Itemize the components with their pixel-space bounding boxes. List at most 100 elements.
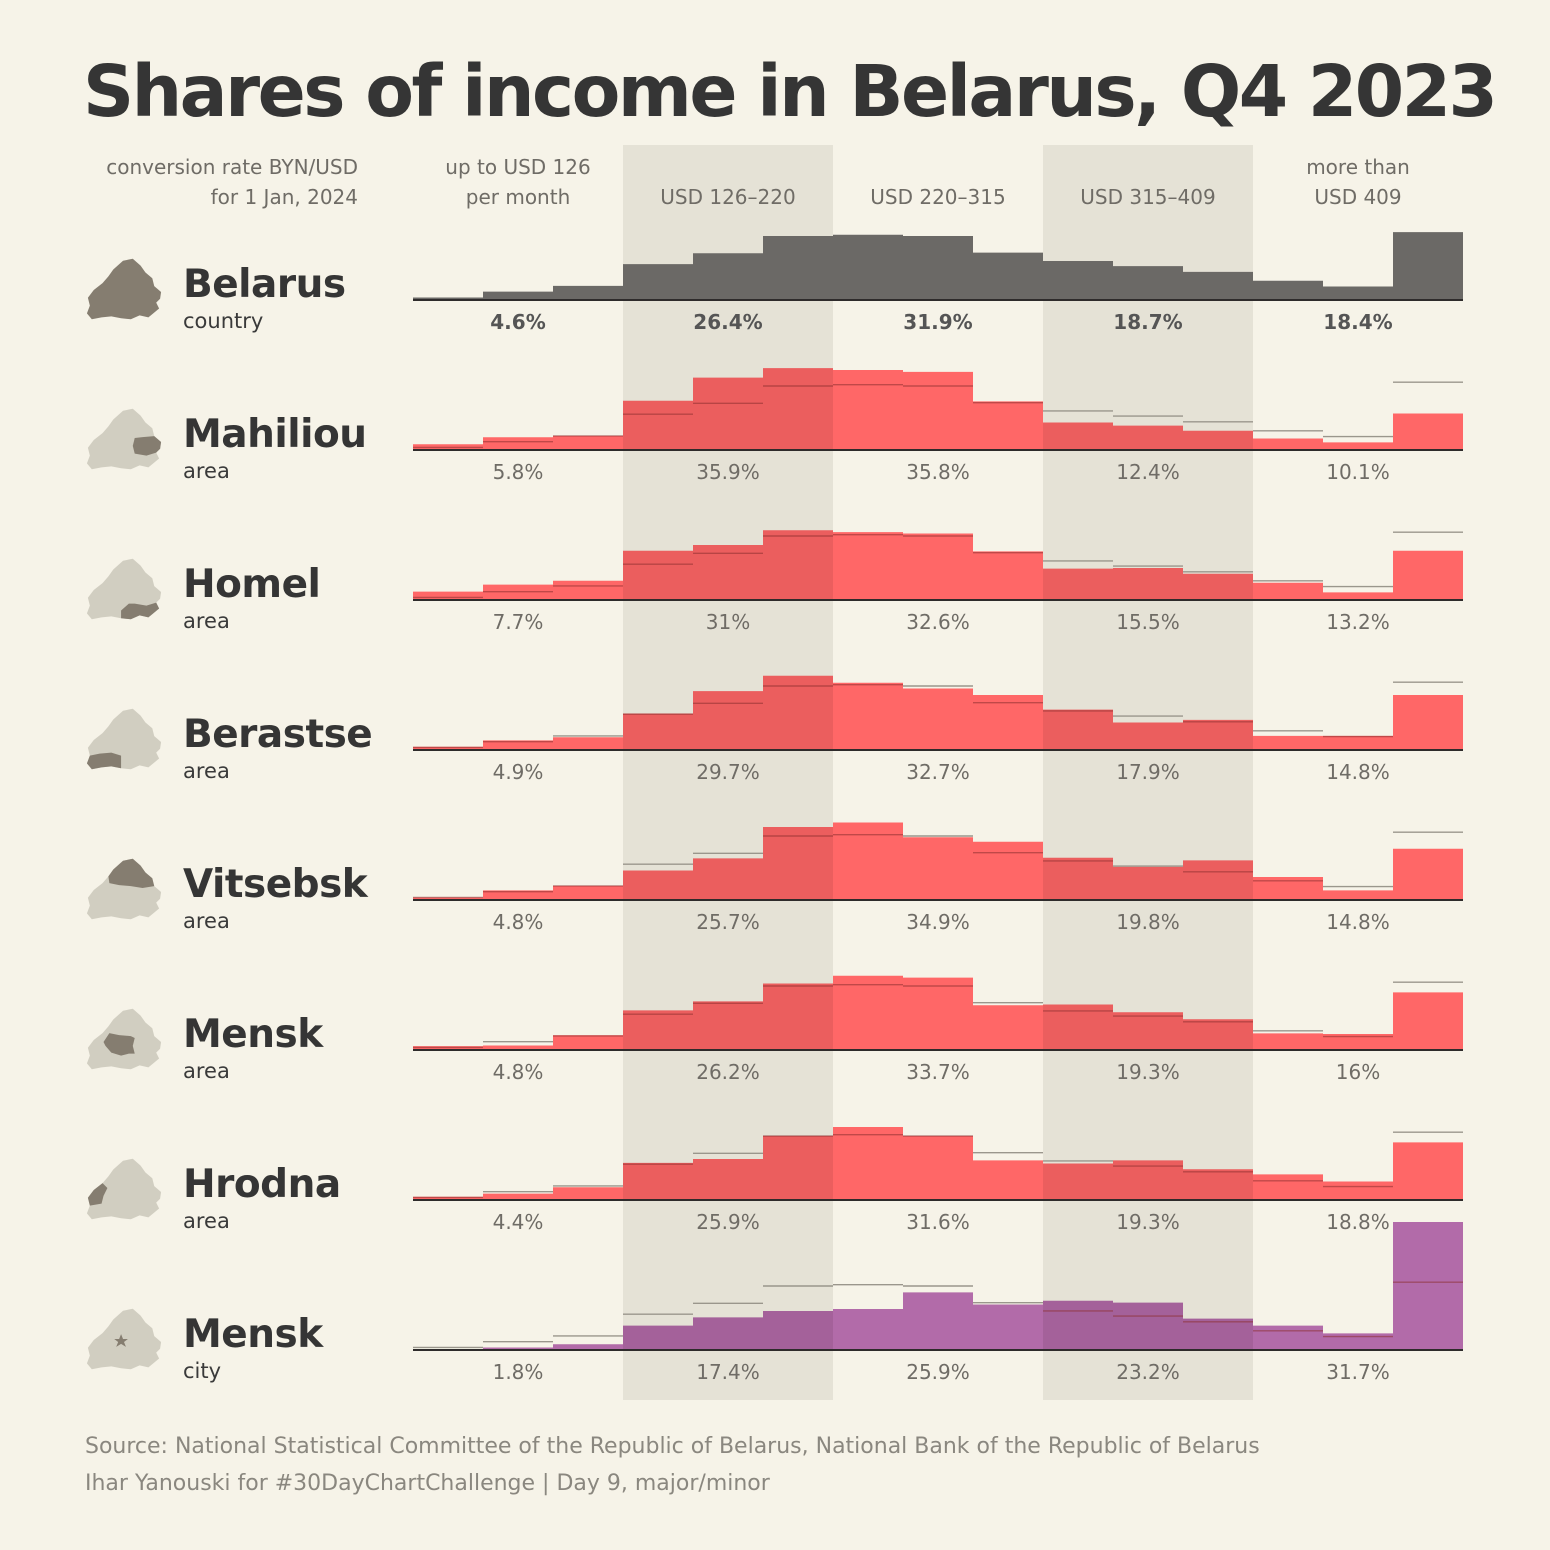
chart-row xyxy=(413,822,1463,901)
source-note: Source: National Statistical Committee o… xyxy=(85,1434,1260,1459)
band-share-label: 10.1% xyxy=(1326,460,1390,484)
row-type: area xyxy=(183,1209,230,1233)
band-share-label: 25.9% xyxy=(906,1360,970,1384)
band-share-label: 14.8% xyxy=(1326,910,1390,934)
band-share-label: 19.3% xyxy=(1116,1060,1180,1084)
region-highlight xyxy=(108,858,155,889)
region-highlight xyxy=(132,436,162,456)
band-share-label: 25.7% xyxy=(696,910,760,934)
chart-row xyxy=(413,675,1463,751)
band-share-label: 32.6% xyxy=(906,610,970,634)
belarus-map-icon xyxy=(86,1308,162,1370)
band-share-label: 15.5% xyxy=(1116,610,1180,634)
band-overlay xyxy=(623,983,833,1050)
series-area xyxy=(413,530,1463,600)
band-overlay xyxy=(623,1310,833,1350)
row-type: area xyxy=(183,909,230,933)
country-outline xyxy=(86,1158,162,1220)
row-type: area xyxy=(183,609,230,633)
band-overlay xyxy=(623,530,833,600)
band-overlay xyxy=(1043,568,1253,600)
band-share-label: 25.9% xyxy=(696,1210,760,1234)
band-share-label: 4.8% xyxy=(492,1060,544,1084)
series-area xyxy=(413,822,1463,900)
band-overlay xyxy=(623,827,833,900)
belarus-map-icon xyxy=(86,258,162,320)
band-share-label: 18.8% xyxy=(1326,1210,1390,1234)
band-share-label: 4.6% xyxy=(490,310,546,334)
band-share-label: 18.7% xyxy=(1113,310,1183,334)
row-name: Mahiliou xyxy=(183,412,367,457)
band-overlay xyxy=(1043,857,1253,900)
country-outline xyxy=(86,258,162,320)
band-share-label: 14.8% xyxy=(1326,760,1390,784)
row-name: Homel xyxy=(183,562,321,607)
belarus-map-icon xyxy=(86,1008,162,1070)
band-share-label: 29.7% xyxy=(696,760,760,784)
band-share-label: 26.2% xyxy=(696,1060,760,1084)
region-highlight xyxy=(86,752,122,770)
region-highlight xyxy=(103,1033,135,1056)
band-overlay xyxy=(623,1136,833,1200)
belarus-map-icon xyxy=(86,558,162,620)
chart-row xyxy=(413,368,1463,451)
chart-row xyxy=(413,975,1463,1051)
series-area xyxy=(413,975,1463,1050)
chart-row xyxy=(413,232,1463,301)
chart-row xyxy=(413,530,1463,601)
band-share-label: 4.8% xyxy=(492,910,544,934)
row-type: area xyxy=(183,759,230,783)
band-share-label: 31.7% xyxy=(1326,1360,1390,1384)
row-name: Mensk xyxy=(183,1312,323,1357)
band-share-label: 23.2% xyxy=(1116,1360,1180,1384)
row-type: area xyxy=(183,459,230,483)
belarus-map-icon xyxy=(86,408,162,470)
belarus-map-icon xyxy=(86,708,162,770)
series-area xyxy=(413,1127,1463,1200)
row-name: Mensk xyxy=(183,1012,323,1057)
band-overlay xyxy=(1043,1004,1253,1050)
band-share-label: 31.9% xyxy=(903,310,973,334)
band-header-4: USD 315–409 xyxy=(1080,185,1216,209)
band-share-label: 33.7% xyxy=(906,1060,970,1084)
chart-row xyxy=(413,1222,1463,1351)
band-share-label: 5.8% xyxy=(492,460,544,484)
band-overlay xyxy=(1043,1160,1253,1200)
row-type: city xyxy=(183,1359,222,1383)
band-share-label: 17.9% xyxy=(1116,760,1180,784)
band-share-label: 16% xyxy=(1335,1060,1381,1084)
row-name: Belarus xyxy=(183,262,346,307)
band-header-2: USD 126–220 xyxy=(660,185,796,209)
band-overlay xyxy=(1043,422,1253,450)
region-highlight xyxy=(121,602,160,620)
row-type: area xyxy=(183,1059,230,1083)
band-share-label: 19.3% xyxy=(1116,1210,1180,1234)
row-name: Vitsebsk xyxy=(183,862,368,907)
band-header-1: up to USD 126 per month xyxy=(445,155,591,209)
region-highlight xyxy=(87,1183,108,1206)
conversion-rate-note: conversion rate BYN/USD for 1 Jan, 2024 xyxy=(106,155,358,209)
band-share-label: 34.9% xyxy=(906,910,970,934)
band-share-label: 4.9% xyxy=(492,760,544,784)
band-share-label: 4.4% xyxy=(492,1210,544,1234)
series-area xyxy=(413,232,1463,300)
chart-row xyxy=(413,1127,1463,1201)
city-star-icon xyxy=(114,1334,128,1347)
band-share-label: 7.7% xyxy=(492,610,544,634)
band-share-label: 31% xyxy=(705,610,751,634)
country-outline xyxy=(86,558,162,620)
belarus-map-icon xyxy=(86,858,162,920)
band-overlay xyxy=(1043,1300,1253,1350)
band-share-label: 12.4% xyxy=(1116,460,1180,484)
band-share-label: 18.4% xyxy=(1323,310,1393,334)
band-share-label: 31.6% xyxy=(906,1210,970,1234)
band-share-label: 13.2% xyxy=(1326,610,1390,634)
credit-note: Ihar Yanouski for #30DayChartChallenge |… xyxy=(85,1471,770,1496)
belarus-map-icon xyxy=(86,1158,162,1220)
band-overlay xyxy=(623,368,833,450)
band-header-5: more than USD 409 xyxy=(1306,155,1410,209)
chart-title: Shares of income in Belarus, Q4 2023 xyxy=(83,50,1498,133)
row-name: Berastse xyxy=(183,712,373,757)
band-share-label: 26.4% xyxy=(693,310,763,334)
